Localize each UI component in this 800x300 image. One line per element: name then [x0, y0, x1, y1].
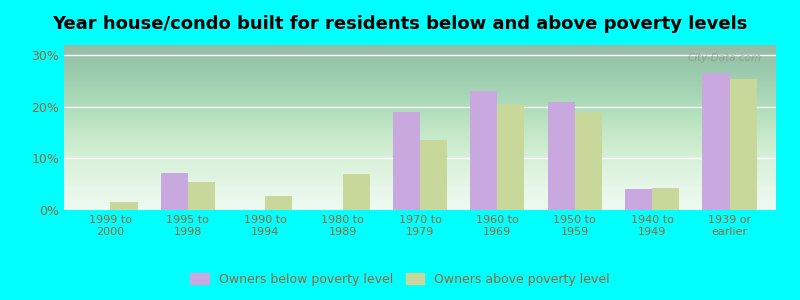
Legend: Owners below poverty level, Owners above poverty level: Owners below poverty level, Owners above…	[185, 268, 615, 291]
Bar	[730, 79, 757, 210]
Bar	[188, 182, 215, 210]
Bar	[393, 112, 420, 210]
Bar	[470, 92, 498, 210]
Bar	[498, 104, 525, 210]
Bar	[652, 188, 679, 210]
Bar	[625, 189, 652, 210]
Bar	[574, 112, 602, 210]
Text: City-Data.com: City-Data.com	[688, 53, 762, 63]
Bar	[266, 196, 292, 210]
Bar	[420, 140, 447, 210]
Bar	[161, 173, 188, 210]
Text: Year house/condo built for residents below and above poverty levels: Year house/condo built for residents bel…	[52, 15, 748, 33]
Bar	[548, 102, 574, 210]
Bar	[110, 202, 138, 210]
Bar	[702, 74, 730, 210]
Bar	[342, 174, 370, 210]
